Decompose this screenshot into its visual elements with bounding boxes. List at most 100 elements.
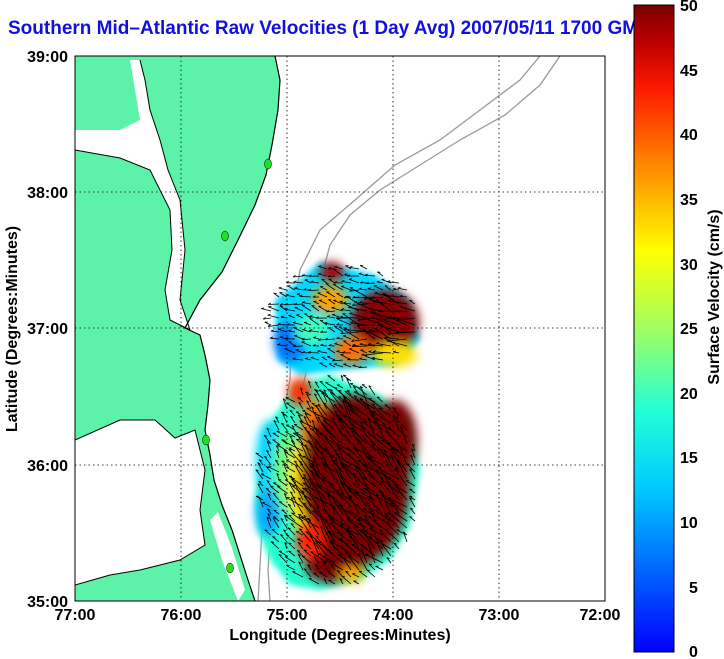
arrow-head	[393, 542, 397, 545]
arrow-head	[286, 534, 290, 536]
velocity-arrow	[323, 419, 336, 431]
velocity-arrow	[384, 294, 400, 298]
velocity-arrow	[317, 350, 328, 354]
velocity-arrow	[368, 563, 376, 571]
velocity-arrow	[272, 439, 280, 445]
velocity-arrow	[357, 478, 376, 494]
velocity-arrow	[383, 449, 392, 466]
y-axis-label: Latitude (Degrees:Minutes)	[4, 226, 21, 432]
arrow-head	[297, 397, 301, 399]
velocity-arrow	[373, 285, 384, 291]
arrow-head	[324, 437, 328, 440]
velocity-arrow	[359, 543, 376, 557]
arrow-head	[285, 337, 289, 340]
velocity-arrow	[276, 444, 288, 452]
arrow-head	[340, 475, 344, 478]
colorbar-tick: 50	[680, 0, 698, 15]
velocity-arrow	[375, 493, 384, 508]
velocity-arrow	[260, 473, 272, 480]
velocity-arrow	[385, 430, 400, 445]
velocity-arrow	[286, 565, 296, 571]
arrow-head	[347, 274, 351, 277]
velocity-arrow	[277, 328, 288, 333]
arrow-head	[272, 536, 276, 538]
arrow-head	[288, 448, 292, 451]
velocity-arrow	[318, 305, 328, 312]
arrow-head	[282, 413, 286, 416]
velocity-arrow	[360, 548, 368, 564]
arrow-head	[275, 445, 279, 448]
velocity-arrow	[353, 447, 376, 459]
velocity-arrow	[392, 317, 416, 326]
arrow-head	[352, 364, 356, 367]
velocity-arrow	[326, 310, 336, 313]
velocity-arrow	[289, 410, 296, 417]
arrow-head	[374, 417, 378, 421]
arrow-head	[366, 486, 370, 490]
velocity-arrow	[314, 381, 320, 389]
velocity-arrow	[384, 285, 392, 291]
velocity-arrow	[299, 296, 312, 298]
velocity-arrow	[334, 457, 344, 480]
arrow-head	[316, 490, 320, 493]
arrow-head	[381, 518, 385, 521]
arrow-head	[321, 423, 325, 425]
velocity-arrow	[335, 453, 352, 466]
arrow-head	[399, 305, 403, 308]
arrow-head	[289, 435, 293, 438]
velocity-arrow	[327, 375, 336, 382]
velocity-arrow	[336, 351, 344, 354]
velocity-arrow	[359, 440, 368, 459]
arrow-head	[297, 542, 302, 545]
velocity-arrow	[298, 528, 312, 543]
arrow-head	[329, 436, 333, 438]
velocity-arrow	[330, 564, 336, 571]
arrow-head	[349, 289, 353, 292]
velocity-arrow	[272, 432, 280, 438]
velocity-arrow	[358, 529, 376, 543]
arrow-head	[287, 527, 291, 529]
velocity-arrow	[374, 292, 392, 298]
arrow-head	[349, 409, 353, 411]
arrow-head	[337, 570, 341, 572]
velocity-arrow	[374, 417, 384, 438]
arrow-head	[306, 400, 310, 403]
arrow-head	[359, 301, 363, 304]
arrow-head	[306, 393, 310, 397]
velocity-arrow	[257, 462, 264, 473]
velocity-arrow	[288, 341, 296, 347]
velocity-arrow	[341, 483, 360, 494]
velocity-arrow	[364, 274, 376, 277]
velocity-arrow	[287, 285, 296, 291]
arrow-head	[258, 496, 262, 500]
velocity-arrow	[283, 493, 288, 501]
velocity-arrow	[361, 434, 376, 452]
velocity-arrow	[368, 418, 384, 431]
velocity-arrow	[334, 266, 344, 270]
arrow-head	[358, 365, 362, 369]
arrow-head	[371, 443, 375, 446]
arrow-head	[376, 396, 380, 398]
velocity-arrow	[336, 570, 344, 578]
arrow-head	[294, 287, 298, 289]
arrow-head	[339, 578, 343, 581]
velocity-arrow	[258, 459, 264, 466]
arrow-head	[325, 429, 329, 431]
velocity-arrow	[335, 413, 344, 431]
arrow-head	[323, 389, 327, 392]
arrow-head	[325, 337, 329, 341]
arrow-head	[323, 560, 326, 564]
velocity-arrow	[384, 513, 392, 529]
velocity-arrow	[319, 381, 328, 389]
arrow-head	[392, 350, 397, 353]
velocity-arrow	[258, 481, 264, 487]
velocity-arrow	[313, 556, 320, 564]
arrow-head	[312, 468, 317, 471]
velocity-arrow	[376, 281, 384, 284]
arrow-head	[298, 497, 302, 500]
velocity-arrow	[291, 485, 312, 501]
velocity-arrow	[341, 309, 352, 312]
velocity-arrow	[328, 299, 336, 305]
velocity-arrow	[302, 410, 312, 417]
arrow-head	[358, 518, 362, 521]
